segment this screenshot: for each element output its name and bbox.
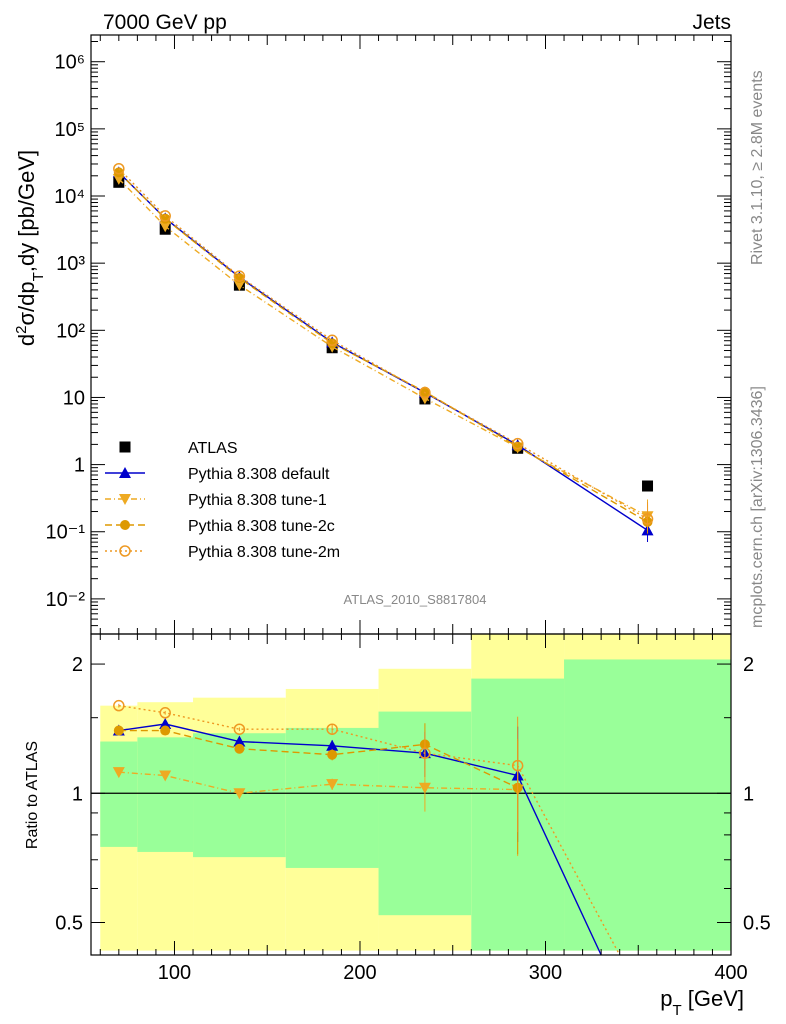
ratio-point [159, 770, 172, 782]
ratio-y-tick-label-right: 2 [743, 654, 754, 676]
y-tick-label: 10⁻² [46, 589, 86, 611]
legend-label: Pythia 8.308 tune-2c [188, 518, 335, 535]
series-pythia-8-308-default [112, 166, 654, 542]
data-point [326, 334, 338, 347]
green-band-bin [137, 737, 194, 852]
legend-marker [119, 494, 131, 505]
ratio-y-axis-title: Ratio to ATLAS [24, 741, 41, 849]
ratio-point [418, 782, 431, 794]
data-point [233, 270, 246, 282]
data-point [511, 437, 524, 450]
ratio-y-tick-label-right: 1 [743, 783, 754, 805]
data-point [113, 167, 124, 178]
rivet-version-label: Rivet 3.1.10, ≥ 2.8M events [749, 70, 766, 265]
data-point [159, 210, 171, 222]
legend-label: Pythia 8.308 tune-2m [188, 544, 340, 561]
data-point [233, 280, 246, 292]
legend-entry: Pythia 8.308 tune-2m [105, 544, 340, 561]
main-panel-series [112, 162, 654, 542]
collision-label: 7000 GeV pp [103, 11, 227, 34]
legend-marker [120, 520, 130, 530]
x-tick-label: 300 [529, 962, 562, 984]
process-label: Jets [692, 11, 731, 34]
ratio-point [112, 767, 125, 779]
ratio-point [160, 725, 171, 736]
ratio-point [233, 735, 246, 747]
y-tick-label: 10⁵ [54, 119, 85, 141]
data-point [112, 173, 125, 185]
data-point [113, 162, 125, 175]
ratio-line [118, 729, 518, 789]
ratio-y-tick-label: 1 [72, 783, 83, 805]
series-line [118, 168, 648, 520]
ratio-point [159, 707, 171, 719]
ratio-point [113, 725, 124, 736]
y-tick-label: 10⁻¹ [46, 522, 86, 544]
main-panel-frame [90, 34, 732, 635]
ratio-uncertainty-bands [100, 634, 731, 951]
legend-label: Pythia 8.308 tune-1 [188, 492, 327, 509]
legend-label: Pythia 8.308 default [188, 466, 330, 483]
data-point [159, 221, 172, 233]
legend-marker [119, 545, 131, 557]
legend-entry: ATLAS [119, 440, 238, 457]
data-point [512, 441, 523, 452]
y-tick-label: 10⁴ [54, 186, 85, 208]
legend-label: ATLAS [188, 440, 238, 457]
y-tick-label: 10² [56, 320, 85, 342]
data-point [642, 480, 654, 492]
y-tick-label: 10⁶ [55, 52, 85, 74]
legend-entry: Pythia 8.308 default [105, 466, 330, 483]
green-band-bin [100, 741, 138, 847]
x-tick-label: 100 [158, 962, 191, 984]
analysis-label: ATLAS_2010_S8817804 [344, 592, 487, 607]
x-axis-title: pT [GeV] [660, 986, 744, 1019]
data-point [641, 513, 654, 525]
ratio-pythia-8-308-tune-2c [113, 723, 523, 855]
legend-marker [119, 441, 131, 453]
ratio-point [326, 723, 338, 735]
data-point [327, 338, 338, 349]
data-point [419, 386, 431, 399]
axes-ticks: 10⁻² 10⁻¹ 1 10 10² 10³ 10⁴ 10⁵ 10⁶ 0.5 0.5 1 1 2 2 100 2… [46, 35, 771, 984]
legend-entry: Pythia 8.308 tune-1 [105, 492, 327, 509]
legend-marker [119, 467, 131, 478]
x-tick-label: 400 [714, 962, 747, 984]
ratio-y-tick-label: 2 [72, 654, 83, 676]
ratio-point [419, 747, 431, 759]
x-tick-label: 200 [343, 962, 376, 984]
main-y-axis-title: d2σ/dpT,dy [pb/GeV] [13, 150, 47, 346]
ratio-y-tick-label-right: 0.5 [743, 912, 771, 934]
y-tick-label: 10³ [56, 253, 85, 275]
ratio-point [234, 743, 245, 754]
data-point [160, 213, 171, 224]
ratio-pythia-8-308-tune-2m [113, 699, 621, 956]
ratio-point [233, 788, 246, 800]
y-tick-label: 10 [63, 387, 85, 409]
legend-entry: Pythia 8.308 tune-2c [105, 518, 335, 535]
ratio-point [113, 699, 125, 712]
ratio-y-tick-label: 0.5 [55, 912, 83, 934]
ratio-point [326, 739, 339, 751]
ratio-point [159, 718, 172, 730]
legend: ATLAS Pythia 8.308 default Pythia 8.308 tu… [105, 440, 340, 561]
ratio-point [326, 779, 339, 791]
ratio-point [511, 759, 524, 772]
mcplots-label: mcplots.cern.ch [arXiv:1306.3436] [749, 386, 766, 628]
green-band-bin [564, 659, 731, 951]
ratio-line [118, 771, 518, 794]
y-tick-label: 1 [74, 455, 85, 477]
ratio-point [233, 723, 246, 735]
ratio-point [327, 749, 338, 760]
ratio-panel-frame [90, 633, 732, 956]
series-pythia-8-308-tune-2m [113, 162, 654, 531]
ratio-panel-series [112, 699, 621, 956]
